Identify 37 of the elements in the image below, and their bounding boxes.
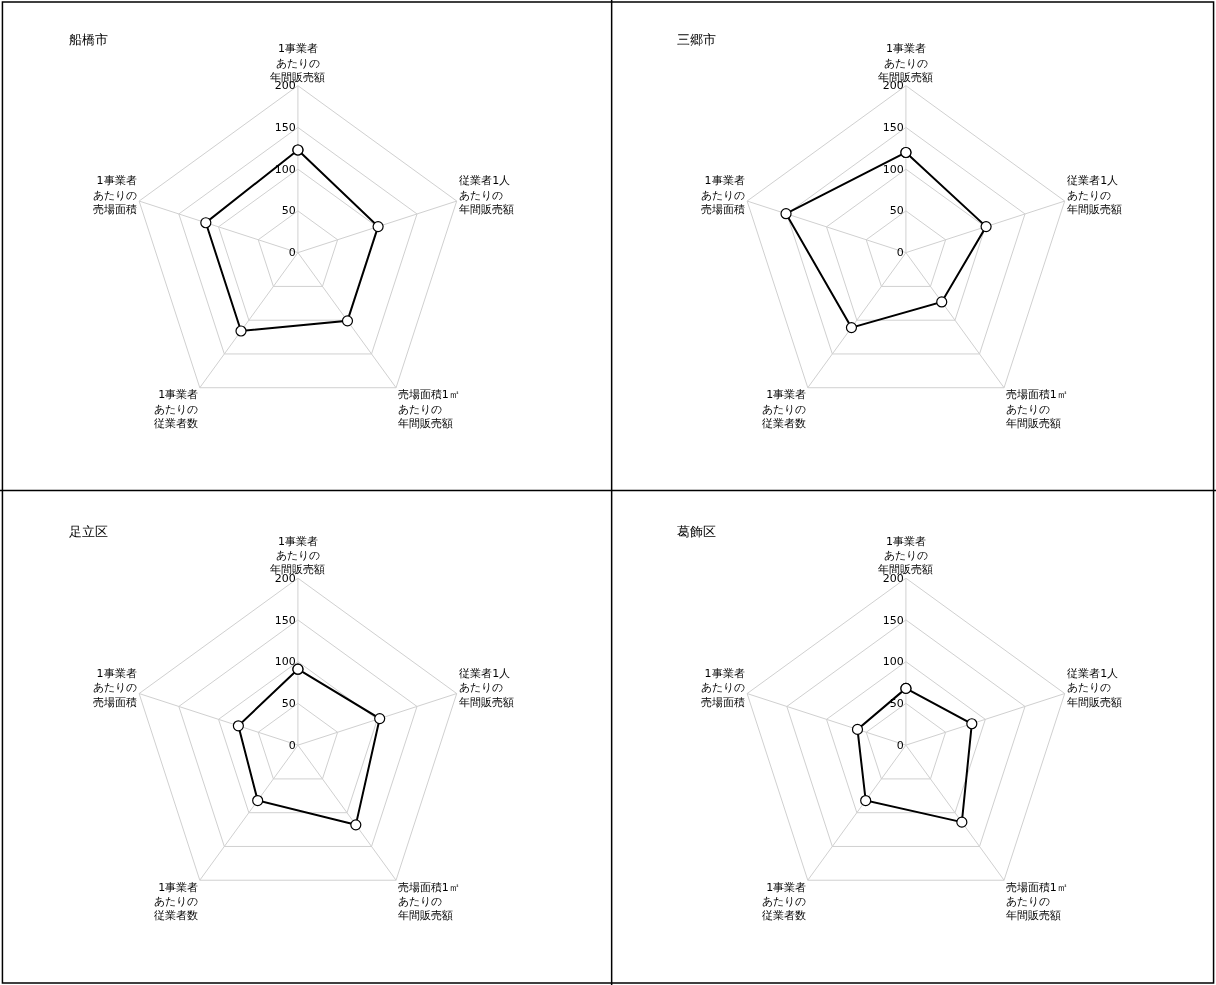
y-tick-label: 100 [882, 655, 904, 669]
spoke-label: 1事業者あたりの従業者数 [762, 388, 807, 430]
y-tick-label: 150 [274, 613, 296, 627]
spoke-label: 1事業者あたりの従業者数 [762, 880, 807, 923]
y-tick-label: 0 [896, 738, 904, 752]
spoke-label: 1事業者あたりの売場面積 [700, 666, 745, 709]
y-tick-label: 100 [882, 162, 904, 176]
spoke-label: 1事業者あたりの売場面積 [700, 174, 745, 217]
spoke-label: 売場面積1㎡あたりの年間販売額 [1005, 388, 1068, 430]
spoke-label: 売場面積1㎡あたりの年間販売額 [397, 880, 460, 923]
chart-title: 葛飾区 [677, 524, 716, 539]
spoke-label: 売場面積1㎡あたりの年間販売額 [397, 388, 460, 430]
y-tick-label: 0 [288, 246, 296, 260]
y-tick-label: 0 [896, 246, 904, 260]
y-tick-label: 100 [274, 655, 296, 669]
spoke-label: 従業者1人あたりの年間販売額 [459, 666, 515, 709]
y-tick-label: 150 [882, 121, 904, 135]
spoke-label: 1事業者あたりの売場面積 [92, 174, 137, 217]
y-tick-label: 0 [288, 738, 296, 752]
chart-title: 三郷市 [677, 32, 716, 47]
y-tick-label: 50 [281, 204, 296, 218]
y-tick-label: 50 [889, 204, 904, 218]
spoke-label: 1事業者あたりの従業者数 [154, 388, 199, 430]
chart-title: 船橋市 [69, 32, 108, 47]
y-tick-label: 100 [274, 162, 296, 176]
spoke-label: 1事業者あたりの従業者数 [154, 880, 199, 923]
y-tick-label: 150 [274, 121, 296, 135]
spoke-label: 従業者1人あたりの年間販売額 [1067, 666, 1123, 709]
spoke-label: 従業者1人あたりの年間販売額 [1067, 174, 1123, 217]
spoke-label: 1事業者あたりの売場面積 [92, 666, 137, 709]
y-tick-label: 50 [281, 696, 296, 710]
chart-title: 足立区 [69, 524, 108, 539]
spoke-label: 1事業者あたりの年間販売額 [270, 42, 326, 84]
spoke-label: 1事業者あたりの年間販売額 [878, 42, 934, 84]
spoke-label: 従業者1人あたりの年間販売額 [459, 174, 515, 217]
y-tick-label: 150 [882, 613, 904, 627]
spoke-label: 売場面積1㎡あたりの年間販売額 [1005, 880, 1068, 923]
